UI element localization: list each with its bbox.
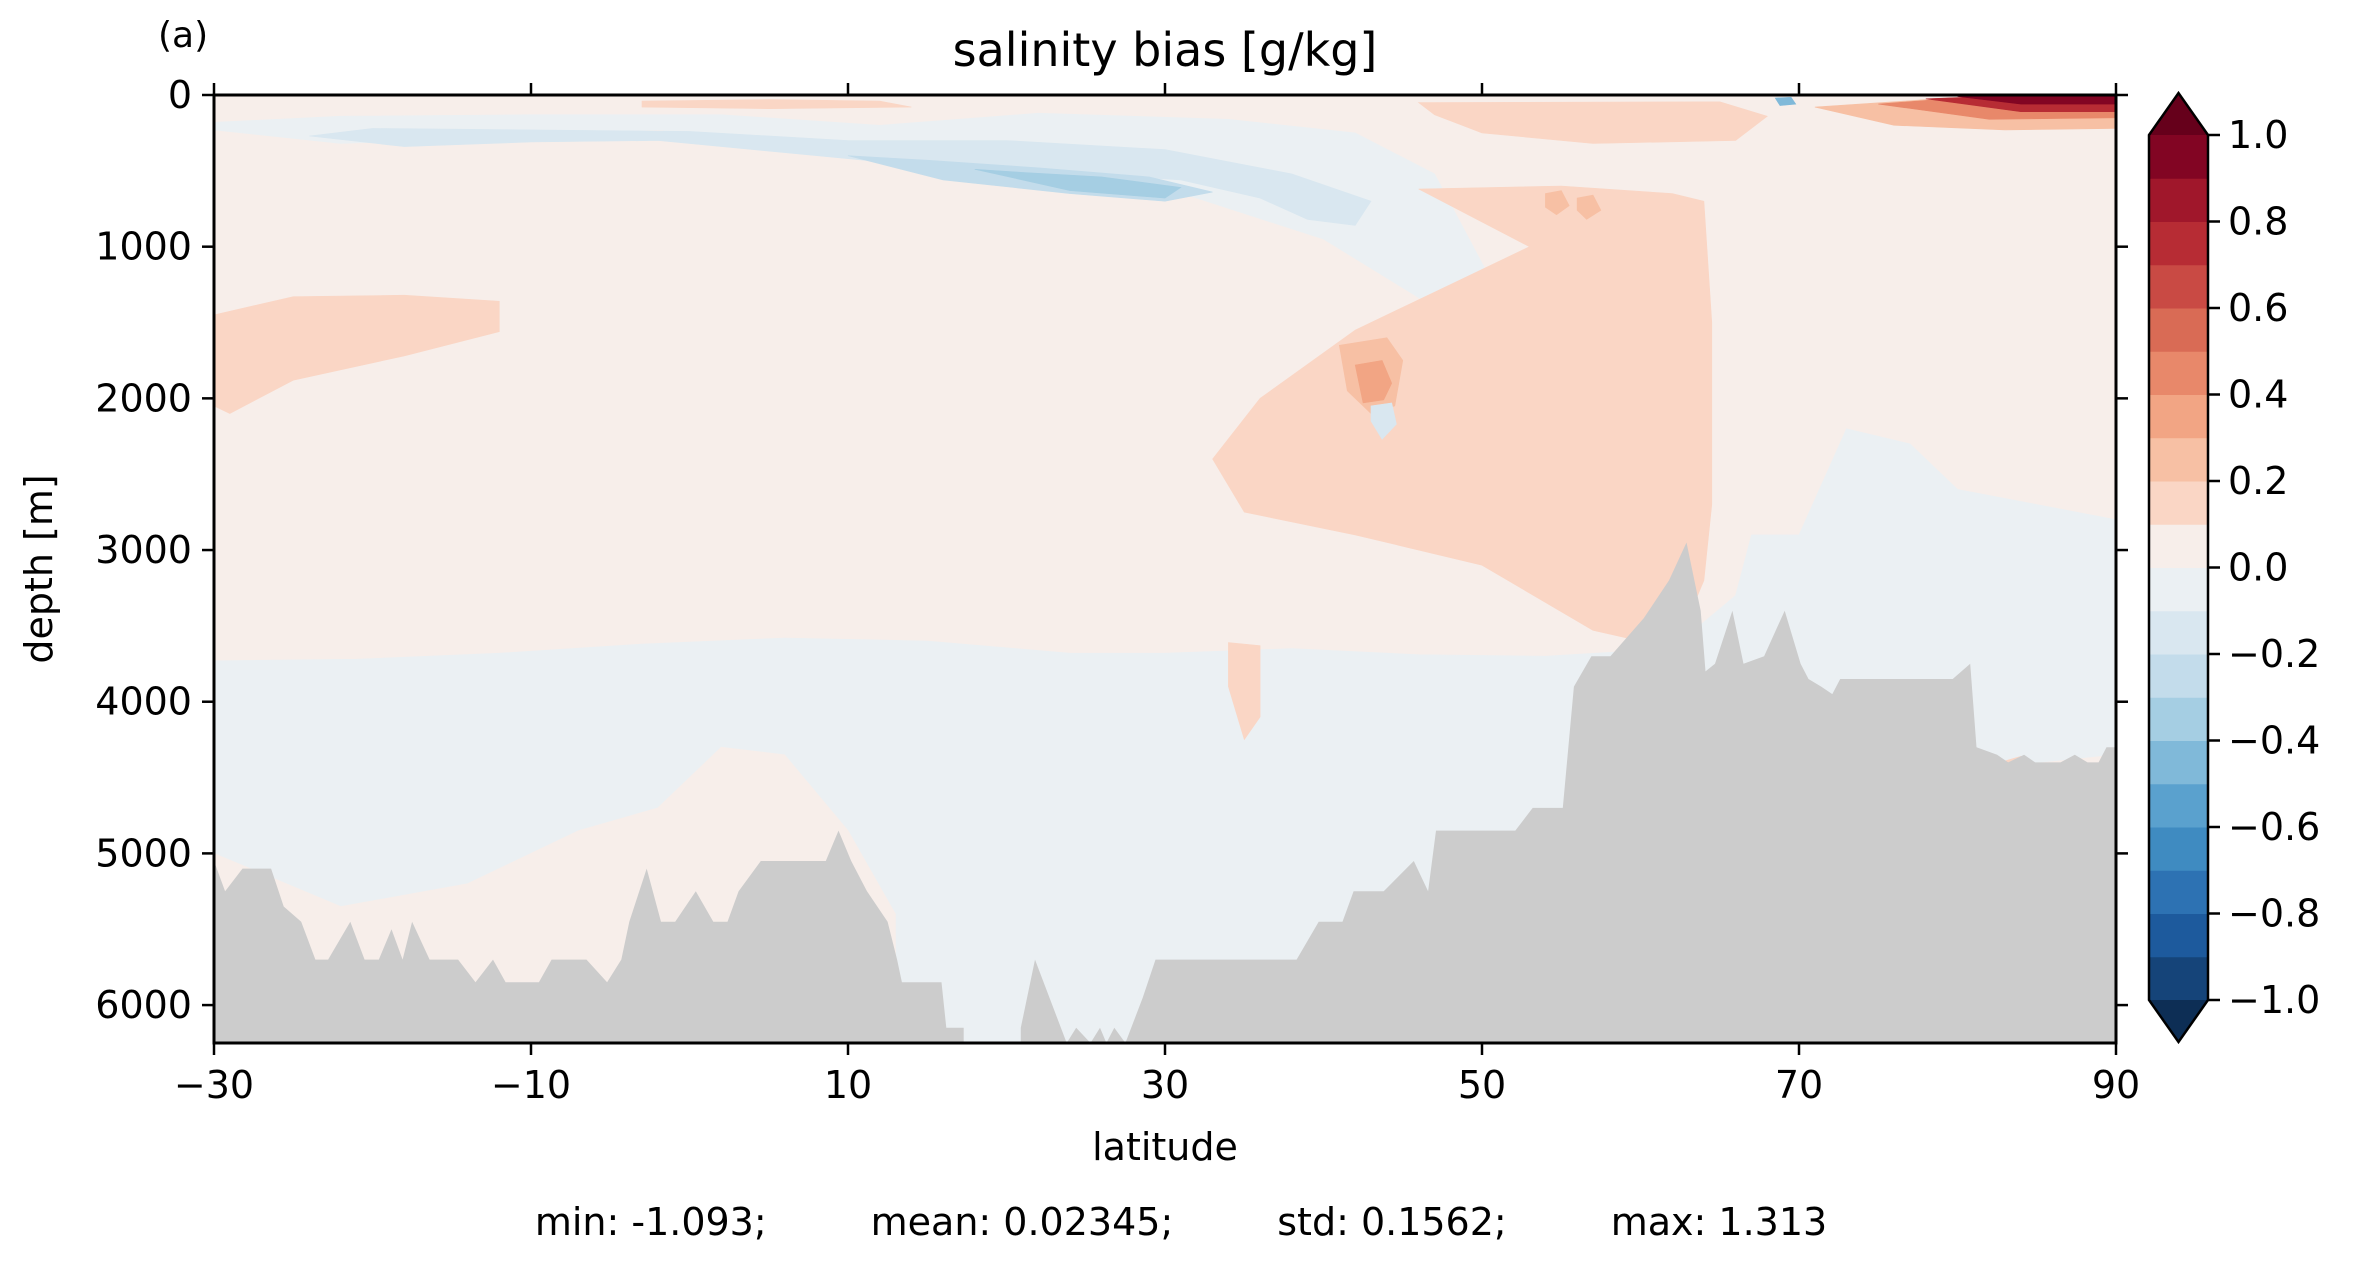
colorbar-tick-label: 0.6: [2228, 286, 2288, 330]
colorbar-under-extension: [2149, 1000, 2208, 1042]
contour-region-12: [1228, 642, 1261, 741]
contour-region-7: [974, 169, 1182, 199]
contour-region-22: [1370, 402, 1397, 440]
x-tick-label: 50: [1458, 1063, 1506, 1107]
colorbar-segment: [2149, 870, 2208, 914]
contour-region-9: [214, 294, 500, 414]
contour-region-10: [1417, 101, 1768, 144]
colorbar-tick-label: −0.2: [2228, 632, 2320, 676]
y-tick-label: 6000: [95, 983, 192, 1027]
colorbar-segment: [2149, 351, 2208, 395]
x-tick-label: 70: [1775, 1063, 1823, 1107]
colorbar-segment: [2149, 481, 2208, 525]
stat-std: std: 0.1562;: [1277, 1200, 1507, 1244]
colorbar-tick-label: 0.4: [2228, 373, 2288, 417]
colorbar-segment: [2149, 697, 2208, 741]
y-tick-label: 3000: [95, 528, 192, 572]
plot-area: [214, 95, 2116, 1043]
contour-region-15: [1354, 360, 1393, 404]
y-axis-label: depth [m]: [17, 474, 61, 663]
colorbar-segment: [2149, 567, 2208, 612]
contour-region-23: [1774, 96, 1797, 106]
y-tick-label: 5000: [95, 831, 192, 875]
colorbar-segment: [2149, 437, 2208, 482]
colorbar-tick-label: −1.0: [2228, 978, 2320, 1022]
x-tick-label: 90: [2092, 1063, 2140, 1107]
y-tick-label: 0: [168, 73, 192, 117]
colorbar-segment: [2149, 264, 2208, 309]
statistics-line: min: -1.093; mean: 0.02345; std: 0.1562; ma…: [0, 1200, 2362, 1244]
x-tick-label: 30: [1141, 1063, 1189, 1107]
stat-min: min: -1.093;: [534, 1200, 767, 1244]
plot-frame: [212, 93, 2118, 1045]
contour-region-5: [309, 128, 1372, 226]
colorbar-tick-label: 0.2: [2228, 459, 2288, 503]
colorbar: 1.0 0.8 0.6 0.4 0.2 0.0 −0.2 −0.4 −0.6 −0.8 −1.0: [2147, 90, 2320, 1045]
stat-mean: mean: 0.02345;: [870, 1200, 1174, 1244]
colorbar-segment: [2149, 221, 2208, 266]
y-tick-label: 1000: [95, 225, 192, 269]
contour-region-8: [1212, 185, 1713, 642]
contour-region-11: [641, 99, 912, 110]
y-tick-label: 2000: [95, 376, 192, 420]
colorbar-segment: [2149, 524, 2208, 568]
x-axis-label: latitude: [1092, 1125, 1238, 1169]
colorbar-segment: [2149, 740, 2208, 785]
contour-region-16: [1545, 190, 1570, 216]
colorbar-tick-label: −0.6: [2228, 805, 2320, 849]
colorbar-tick-label: 0.8: [2228, 200, 2288, 244]
panel-label: (a): [158, 15, 208, 56]
contour-region-17: [1576, 194, 1602, 220]
colorbar-segment: [2149, 654, 2208, 698]
y-tick-label: 4000: [95, 680, 192, 724]
colorbar-segment: [2149, 394, 2208, 439]
colorbar-segment: [2149, 610, 2208, 655]
colorbar-over-extension: [2149, 93, 2208, 135]
colorbar-tick-label: −0.8: [2228, 892, 2320, 936]
chart-title: salinity bias [g/kg]: [953, 23, 1378, 77]
colorbar-segment: [2149, 913, 2208, 958]
colorbar-segment: [2149, 308, 2208, 352]
colorbar-segment: [2149, 827, 2208, 871]
colorbar-segment: [2149, 956, 2208, 1001]
colorbar-tick-label: 1.0: [2228, 113, 2288, 157]
seafloor-land-mask: [214, 542, 2116, 1043]
colorbar-segment: [2149, 178, 2208, 222]
x-axis: −30 −10 10 30 50 70 90: [174, 83, 2140, 1107]
stat-max: max: 1.313: [1610, 1200, 1828, 1244]
x-tick-label: −30: [174, 1063, 254, 1107]
colorbar-segment: [2149, 783, 2208, 828]
colorbar-tick-label: −0.4: [2228, 719, 2320, 763]
colorbar-tick-label: 0.0: [2228, 546, 2288, 590]
x-tick-label: 10: [824, 1063, 872, 1107]
colorbar-segment: [2149, 135, 2208, 179]
y-axis: 0 1000 2000 3000 4000 5000 6000: [95, 73, 2128, 1027]
x-tick-label: −10: [491, 1063, 571, 1107]
